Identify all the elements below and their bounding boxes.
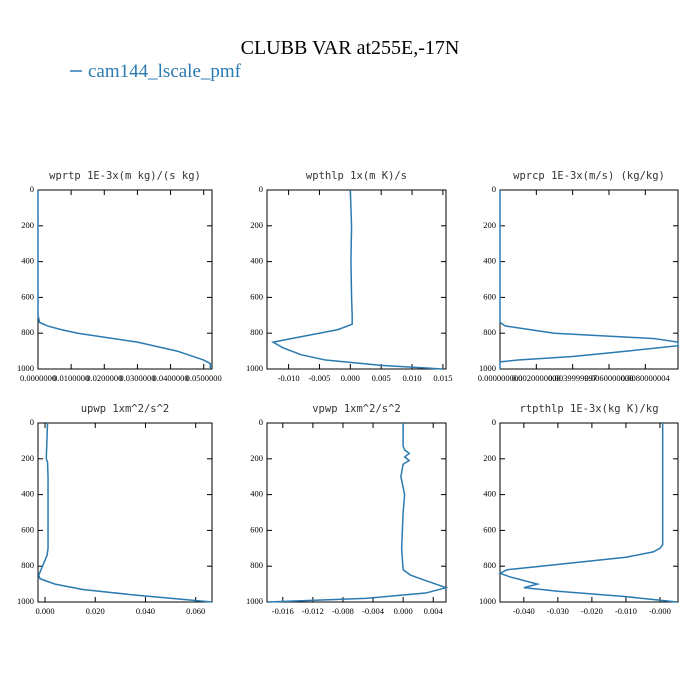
- y-tick-label: 600: [21, 524, 34, 534]
- y-tick-label: 800: [21, 560, 34, 570]
- y-tick-label: 800: [250, 560, 263, 570]
- x-tick-label: -0.000: [649, 606, 671, 616]
- x-tick-label: -0.008: [332, 606, 354, 616]
- legend-label: cam144_lscale_pmf: [88, 61, 242, 82]
- x-tick-label: 0.0039999997: [548, 373, 597, 383]
- y-tick-label: 0: [30, 417, 34, 427]
- x-tick-label: 0.000: [35, 606, 54, 616]
- y-tick-label: 400: [483, 256, 496, 266]
- x-tick-label: 0.0100000: [53, 373, 89, 383]
- y-tick-label: 1000: [17, 596, 34, 606]
- x-tick-label: 0.0020000000: [512, 373, 561, 383]
- x-tick-label: 0.020: [86, 606, 105, 616]
- y-tick-label: 200: [483, 453, 496, 463]
- plot-frame: [266, 189, 447, 370]
- profile-line: [37, 190, 212, 369]
- y-tick-label: 200: [483, 220, 496, 230]
- y-tick-label: 600: [250, 524, 263, 534]
- y-tick-label: 200: [21, 220, 34, 230]
- x-tick-label: 0.060: [186, 606, 205, 616]
- x-tick-label: 0.0500000: [186, 373, 222, 383]
- x-tick-label: -0.010: [278, 373, 300, 383]
- figure-title: CLUBB VAR at255E,-17N: [241, 37, 460, 59]
- x-tick-label: 0.010: [402, 373, 421, 383]
- profile-line: [271, 189, 443, 370]
- y-tick-label: 600: [483, 291, 496, 301]
- x-tick-label: 0.000: [394, 606, 413, 616]
- y-tick-label: 600: [21, 291, 34, 301]
- plot-frame: [266, 422, 447, 603]
- x-tick-label: 0.015: [433, 373, 452, 383]
- y-tick-label: 1000: [246, 596, 263, 606]
- x-tick-label: -0.030: [547, 606, 569, 616]
- y-tick-label: 1000: [246, 363, 263, 373]
- x-tick-label: 0.0400000: [153, 373, 189, 383]
- x-tick-label: 0.005: [372, 373, 391, 383]
- panel-title: wprcp 1E-3x(m/s) (kg/kg): [513, 170, 665, 182]
- y-tick-label: 600: [483, 524, 496, 534]
- profile-line: [267, 423, 449, 603]
- x-tick-label: 0.040: [136, 606, 155, 616]
- x-tick-label: 0.0200000: [86, 373, 122, 383]
- y-tick-label: 800: [483, 327, 496, 337]
- profile-line: [499, 190, 679, 369]
- y-tick-label: 0: [259, 417, 263, 427]
- y-tick-label: 1000: [479, 363, 496, 373]
- x-tick-label: -0.016: [272, 606, 294, 616]
- y-tick-label: 1000: [479, 596, 496, 606]
- x-tick-label: -0.010: [615, 606, 637, 616]
- plot-frame: [37, 422, 213, 603]
- y-tick-label: 400: [21, 256, 34, 266]
- panel-title: wpthlp 1x(m K)/s: [306, 170, 407, 182]
- y-tick-label: 800: [250, 327, 263, 337]
- x-tick-label: 0.0060000000: [585, 373, 634, 383]
- y-tick-label: 0: [259, 184, 263, 194]
- y-tick-label: 400: [21, 489, 34, 499]
- y-tick-label: 0: [30, 184, 34, 194]
- profile-line: [37, 422, 213, 603]
- y-tick-label: 1000: [17, 363, 34, 373]
- y-tick-label: 800: [21, 327, 34, 337]
- plot-frame: [499, 189, 679, 370]
- plot-frame: [37, 189, 213, 370]
- y-tick-label: 200: [21, 453, 34, 463]
- plot-frame: [499, 422, 679, 603]
- profile-line: [498, 423, 678, 603]
- panel-title: upwp 1xm^2/s^2: [81, 403, 170, 415]
- x-tick-label: -0.005: [308, 373, 330, 383]
- panel-title: rtpthlp 1E-3x(kg K)/kg: [519, 403, 658, 415]
- y-tick-label: 200: [250, 453, 263, 463]
- x-tick-label: -0.004: [362, 606, 385, 616]
- y-tick-label: 200: [250, 220, 263, 230]
- y-tick-label: 0: [492, 184, 496, 194]
- x-tick-label: 0.004: [424, 606, 444, 616]
- y-tick-label: 0: [492, 417, 496, 427]
- y-tick-label: 800: [483, 560, 496, 570]
- x-tick-label: 0.0000000: [20, 373, 56, 383]
- y-tick-label: 400: [483, 489, 496, 499]
- panel-title: vpwp 1xm^2/s^2: [312, 403, 401, 415]
- y-tick-label: 400: [250, 256, 263, 266]
- x-tick-label: 0.000000000: [478, 373, 523, 383]
- x-tick-label: 0.000: [341, 373, 360, 383]
- panel-title: wprtp 1E-3x(m kg)/(s kg): [49, 170, 201, 182]
- y-tick-label: 400: [250, 489, 263, 499]
- y-tick-label: 600: [250, 291, 263, 301]
- x-tick-label: -0.012: [302, 606, 324, 616]
- x-tick-label: 0.0300000: [119, 373, 155, 383]
- x-tick-label: -0.040: [513, 606, 535, 616]
- x-tick-label: 0.0080000004: [621, 373, 671, 383]
- x-tick-label: -0.020: [581, 606, 603, 616]
